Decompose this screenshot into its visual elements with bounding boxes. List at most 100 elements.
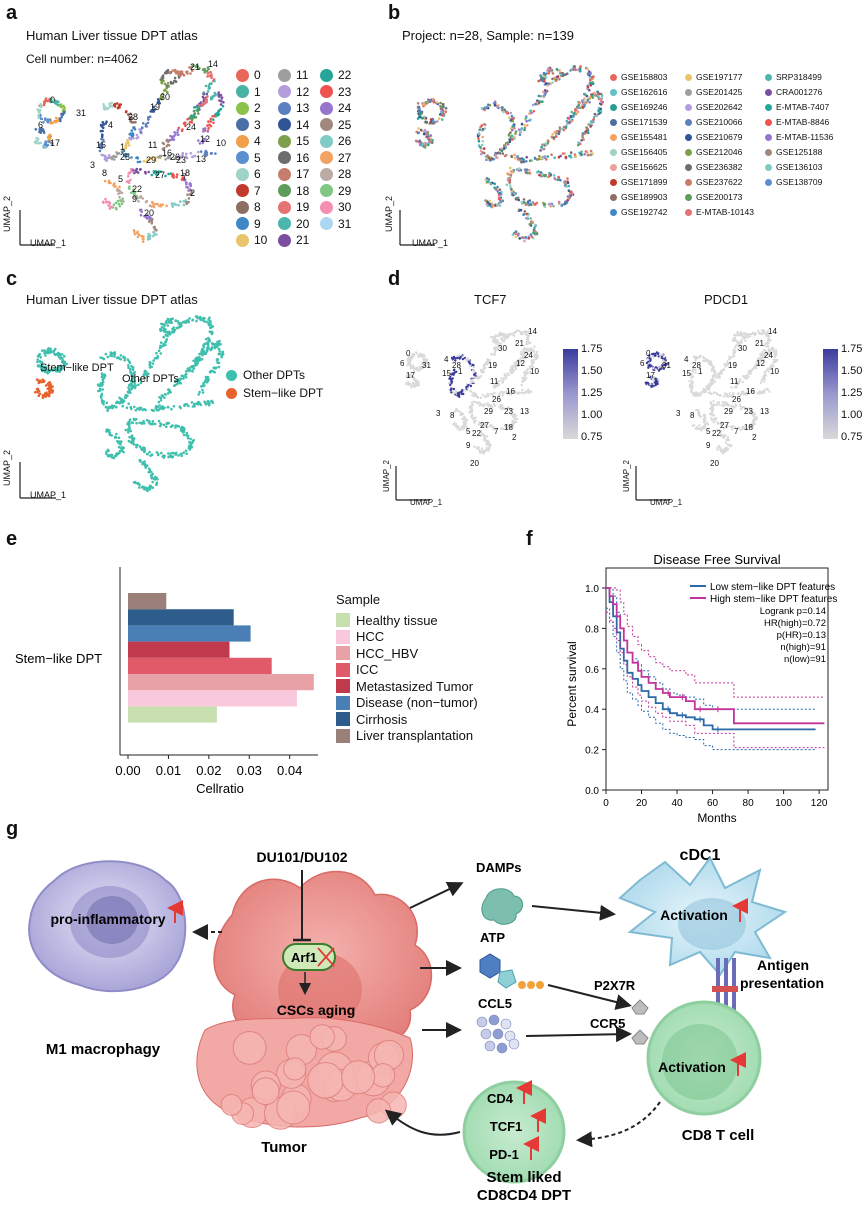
umap-point <box>115 102 119 105</box>
umap-point <box>759 358 763 362</box>
umap-point <box>474 419 477 422</box>
umap-point <box>481 135 484 139</box>
cluster-label: 23 <box>176 155 186 165</box>
umap-point <box>189 120 192 124</box>
umap-point <box>169 454 172 458</box>
umap-point <box>502 406 505 409</box>
umap-point <box>764 342 767 345</box>
umap-point <box>523 126 527 130</box>
project-legend-item: GSE197177 <box>685 72 742 82</box>
umap-point <box>587 123 591 126</box>
umap-point <box>586 129 590 132</box>
umap-point <box>530 111 533 115</box>
umap-point <box>511 424 514 428</box>
legend-label: GSE210679 <box>696 132 743 142</box>
umap-point <box>574 107 577 111</box>
umap-point <box>152 359 155 362</box>
bar <box>128 609 234 626</box>
umap-point <box>155 351 158 355</box>
umap-point <box>207 84 211 87</box>
umap-point <box>515 168 519 171</box>
umap-point <box>647 382 650 386</box>
umap-point <box>167 144 171 147</box>
umap-point <box>144 486 148 490</box>
umap-point <box>143 214 146 218</box>
umap-point <box>142 237 145 241</box>
cluster-label: 6 <box>640 359 645 368</box>
umap-point <box>212 121 215 125</box>
umap-point <box>206 379 209 383</box>
umap-point <box>111 105 114 108</box>
umap-point <box>185 181 188 184</box>
umap-point <box>527 168 531 172</box>
umap-point <box>441 109 445 112</box>
umap-point <box>523 168 527 171</box>
umap-point <box>649 355 653 358</box>
umap-point <box>118 204 121 208</box>
umap-point <box>38 392 42 396</box>
umap-point <box>648 374 651 377</box>
umap-point <box>761 350 764 354</box>
umap-point <box>202 345 206 349</box>
tumor-label: Tumor <box>261 1139 307 1156</box>
umap-point <box>507 373 510 377</box>
umap-point <box>766 388 770 391</box>
umap-point <box>491 393 494 396</box>
cluster-legend-item: 14 <box>278 118 309 132</box>
umap-point <box>494 349 497 353</box>
legend-swatch <box>610 148 617 156</box>
umap-point <box>36 360 39 364</box>
umap-point <box>727 404 730 407</box>
umap-point <box>454 357 457 360</box>
umap-point <box>163 393 167 396</box>
tumor-subcell <box>307 1062 344 1099</box>
umap-point <box>527 352 530 356</box>
umap-point <box>218 108 221 112</box>
umap-point <box>123 358 126 362</box>
umap-point <box>589 78 592 82</box>
panel-c-umap <box>19 315 225 499</box>
umap-point <box>214 152 217 155</box>
umap-point <box>207 126 210 130</box>
umap-point <box>149 110 153 113</box>
umap-point <box>719 423 723 426</box>
umap-point <box>143 464 147 467</box>
umap-point <box>198 67 201 70</box>
umap-point <box>493 100 497 104</box>
umap-point <box>102 107 106 110</box>
umap-point <box>101 200 105 204</box>
umap-point <box>131 441 135 444</box>
umap-point <box>525 341 528 344</box>
umap-point <box>202 100 205 103</box>
umap-point <box>735 380 738 383</box>
umap-point <box>209 82 213 86</box>
umap-point <box>63 106 66 110</box>
umap-point <box>479 145 482 149</box>
cluster-label: 24 <box>764 351 773 360</box>
cluster-label: 4 <box>684 355 689 364</box>
legend-swatch <box>320 217 333 230</box>
umap-point <box>140 422 144 425</box>
umap-point <box>171 455 174 458</box>
umap-point <box>707 360 711 363</box>
umap-point <box>482 147 486 150</box>
umap-point <box>728 392 731 395</box>
umap-point <box>129 440 133 444</box>
umap-point <box>213 346 217 350</box>
umap-point <box>531 103 535 107</box>
tumor-subcell <box>309 1024 335 1050</box>
umap-point <box>37 381 41 385</box>
umap-point <box>203 70 207 74</box>
umap-point <box>36 387 40 391</box>
umap-point <box>121 197 124 200</box>
umap-point <box>526 339 529 342</box>
umap-point <box>744 339 747 343</box>
umap-point <box>547 140 550 143</box>
umap-point <box>103 179 107 183</box>
umap-point <box>529 118 532 122</box>
panel-b-legend: GSE158803 GSE162616 GSE169246 GSE171539 GSE1… <box>610 72 860 222</box>
umap-point <box>182 433 186 437</box>
umap-point <box>100 146 103 150</box>
umap-point <box>460 392 464 396</box>
umap-point <box>205 100 208 104</box>
